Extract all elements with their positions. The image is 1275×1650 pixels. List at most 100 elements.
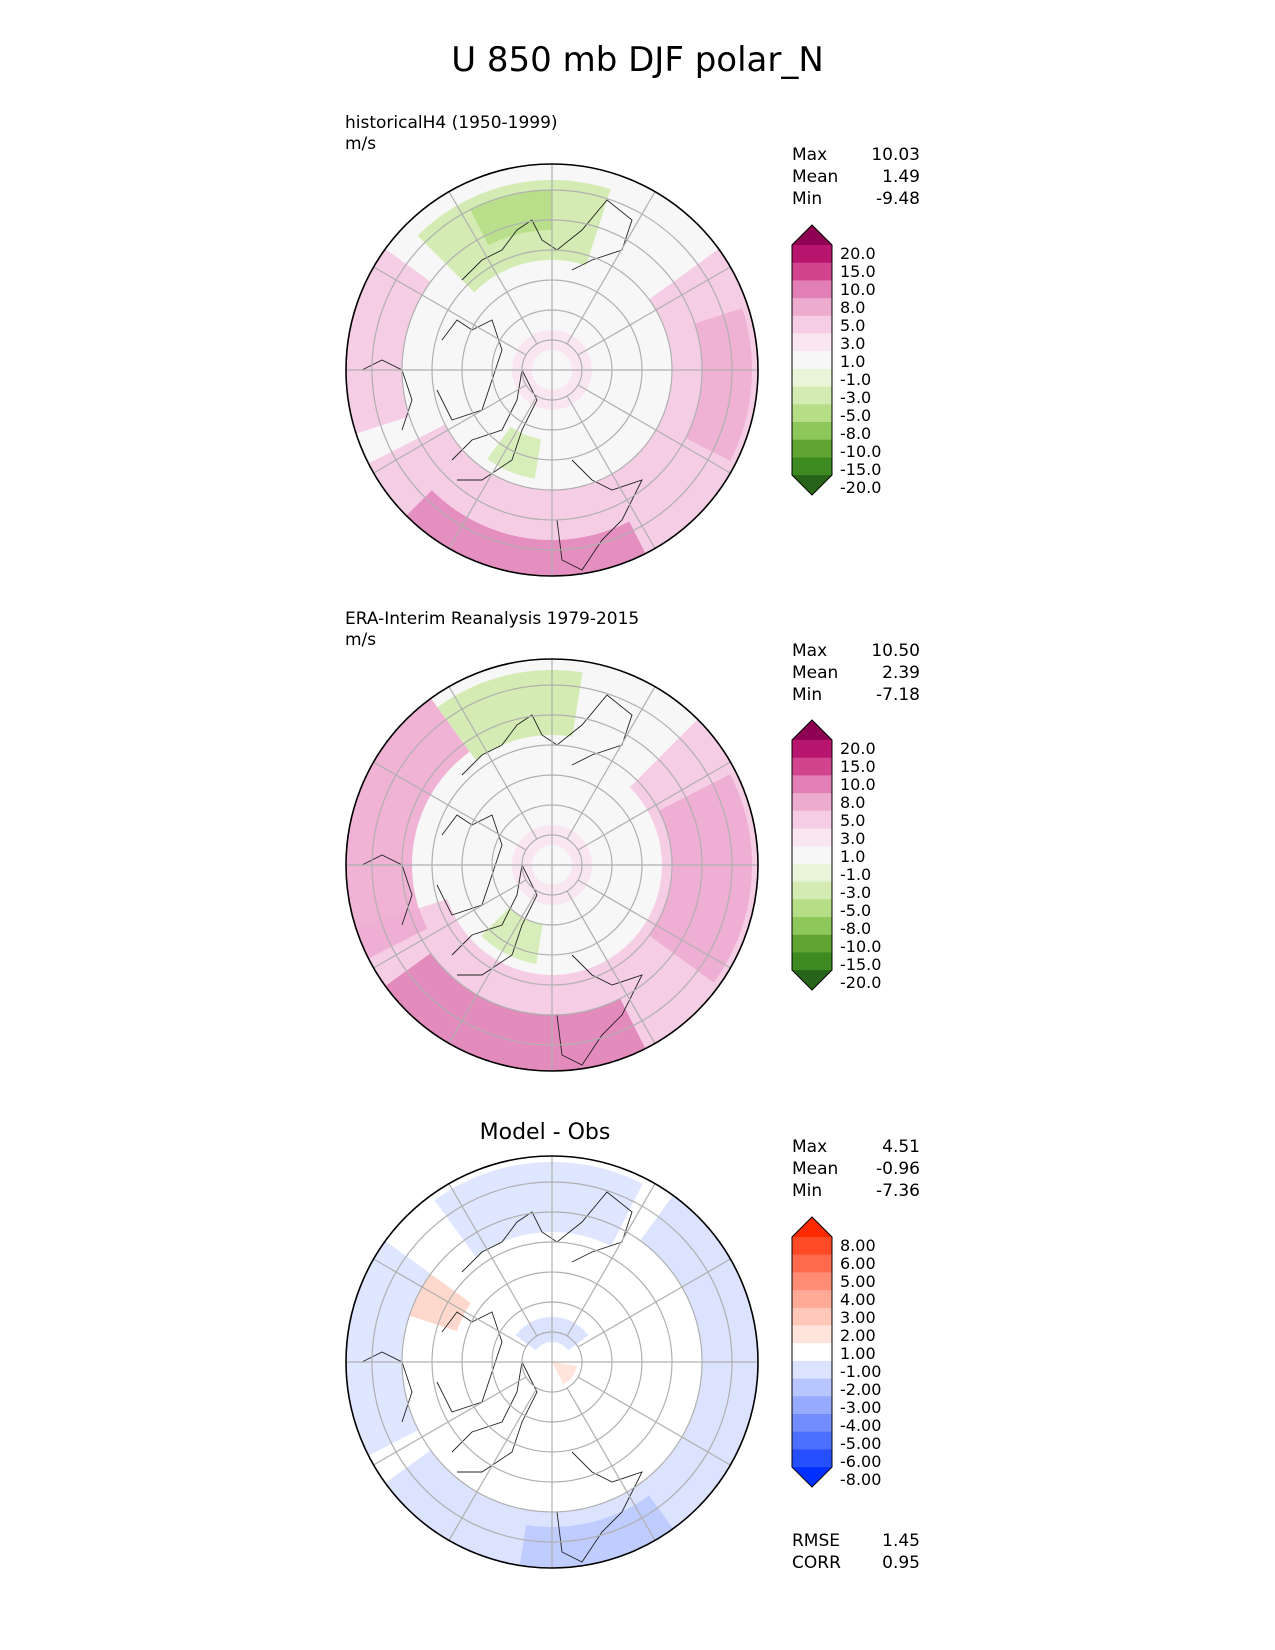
stat-name: Mean: [792, 663, 839, 683]
meridian-line: [577, 384, 731, 474]
colorbar-swatch: [792, 1449, 832, 1468]
colorbar-tick-label: 8.0: [840, 298, 866, 317]
colorbar-tick-label: 2.00: [840, 1326, 876, 1345]
colorbar-tick-label: -1.00: [840, 1362, 882, 1381]
colorbar-tick-label: 3.0: [840, 334, 866, 353]
colorbar-tick-label: -20.0: [840, 478, 882, 497]
coastline: [556, 459, 643, 571]
colorbar-extend-top: [792, 720, 832, 740]
panel-1-units: m/s: [345, 134, 377, 154]
colorbar-swatch: [792, 899, 832, 918]
coastline: [436, 319, 503, 421]
colorbar-swatch: [792, 1360, 832, 1380]
panel-2-header: ERA-Interim Reanalysis 1979-2015 m/s: [345, 609, 639, 651]
colorbar-tick-label: 15.0: [840, 262, 876, 281]
stat-name: Max: [792, 641, 828, 661]
colorbar-swatch: [792, 404, 832, 423]
colorbar-extend-top: [792, 1217, 832, 1237]
colorbar-swatch: [792, 1378, 832, 1397]
meridian-line: [577, 761, 731, 851]
stat-name: Min: [792, 685, 823, 705]
colorbar-swatch: [792, 333, 832, 352]
map-boundary: [345, 1155, 759, 1569]
coastline: [451, 863, 538, 976]
coastline: [556, 1451, 643, 1563]
meridian-line: [448, 191, 538, 345]
colorbar-tick-label: -15.0: [840, 955, 882, 974]
colorbar-tick-label: -15.0: [840, 460, 882, 479]
colorbar-tick-label: 20.0: [840, 244, 876, 263]
meridian-line: [448, 1387, 538, 1541]
colorbar-swatch: [792, 368, 832, 388]
colorbar-tick-label: 8.0: [840, 793, 866, 812]
colorbar-tick-label: 15.0: [840, 757, 876, 776]
polar-map-diff: [345, 1155, 759, 1569]
colorbar-swatch: [792, 1237, 832, 1256]
meridian-line: [566, 686, 656, 840]
map-boundary: [345, 658, 759, 1072]
colorbar-tick-label: -5.00: [840, 1434, 882, 1453]
panel-1-label: historicalH4 (1950-1999): [345, 113, 558, 133]
colorbar-swatch: [792, 315, 832, 334]
stat-value: 0.95: [882, 1553, 920, 1573]
colorbar-tick-label: -5.0: [840, 901, 872, 920]
meridian-line: [373, 1376, 527, 1466]
panel-3-title: Model - Obs: [479, 1120, 611, 1145]
meridian-line: [373, 1258, 527, 1348]
colorbar-tick-label: -10.0: [840, 442, 882, 461]
colorbar-swatch: [792, 1307, 832, 1326]
colorbar-swatch: [792, 775, 832, 794]
colorbar-model: [791, 224, 833, 496]
colorbar-tick-label: -8.0: [840, 919, 872, 938]
meridian-line: [577, 1258, 731, 1348]
colorbar-swatch: [792, 422, 832, 441]
colorbar-swatch: [792, 1254, 832, 1273]
colorbar-tick-label: -5.0: [840, 406, 872, 425]
meridian-line: [373, 384, 527, 474]
colorbar-swatch: [792, 881, 832, 900]
colorbar-tick-label: 5.0: [840, 316, 866, 335]
stat-name: Min: [792, 1181, 823, 1201]
colorbar-tick-label: 20.0: [840, 739, 876, 758]
coastline: [451, 1360, 538, 1473]
colorbar-swatch: [792, 793, 832, 812]
stat-value: 10.50: [871, 641, 920, 661]
colorbar-outline: [791, 224, 833, 496]
coastline: [451, 368, 538, 481]
map-boundary: [345, 163, 759, 577]
colorbar-swatch: [792, 298, 832, 317]
colorbar-swatch: [792, 810, 832, 829]
colorbar-swatch: [792, 1431, 832, 1450]
colorbar-swatch: [792, 740, 832, 759]
colorbar-extend-bottom: [792, 475, 832, 496]
colorbar-swatch: [792, 757, 832, 776]
colorbar-swatch: [792, 934, 832, 953]
colorbar-swatch: [792, 457, 832, 476]
colorbar-tick-label: 1.0: [840, 847, 866, 866]
colorbar-tick-label: -4.00: [840, 1416, 882, 1435]
stat-value: -9.48: [876, 189, 920, 209]
colorbar-swatch: [792, 262, 832, 281]
stat-name: RMSE: [792, 1531, 841, 1551]
colorbar-tick-label: -3.00: [840, 1398, 882, 1417]
meridian-line: [448, 395, 538, 549]
colorbar-outline: [791, 1216, 833, 1488]
meridian-line: [566, 395, 656, 549]
colorbar-tick-label: 10.0: [840, 280, 876, 299]
panel-1-header: historicalH4 (1950-1999) m/s: [345, 113, 558, 155]
meridian-line: [566, 890, 656, 1044]
meridian-line: [577, 1376, 731, 1466]
stat-value: 1.49: [882, 167, 920, 187]
colorbar-model-labels: 20.0 15.0 10.0 8.0 5.0 3.0 1.0 -1.0 -3.0 -5.0 -8.0…: [840, 245, 881, 497]
panel-2-label: ERA-Interim Reanalysis 1979-2015: [345, 609, 640, 629]
colorbar-tick-label: 6.00: [840, 1254, 876, 1273]
colorbar-swatch: [792, 952, 832, 971]
stat-name: CORR: [792, 1553, 841, 1573]
colorbar-diff: [791, 1216, 833, 1488]
colorbar-tick-label: -2.00: [840, 1380, 882, 1399]
stat-name: Min: [792, 189, 823, 209]
colorbar-swatch: [792, 245, 832, 264]
colorbar-tick-label: 5.00: [840, 1272, 876, 1291]
colorbar-tick-label: 1.00: [840, 1344, 876, 1363]
colorbar-tick-label: -6.00: [840, 1452, 882, 1471]
